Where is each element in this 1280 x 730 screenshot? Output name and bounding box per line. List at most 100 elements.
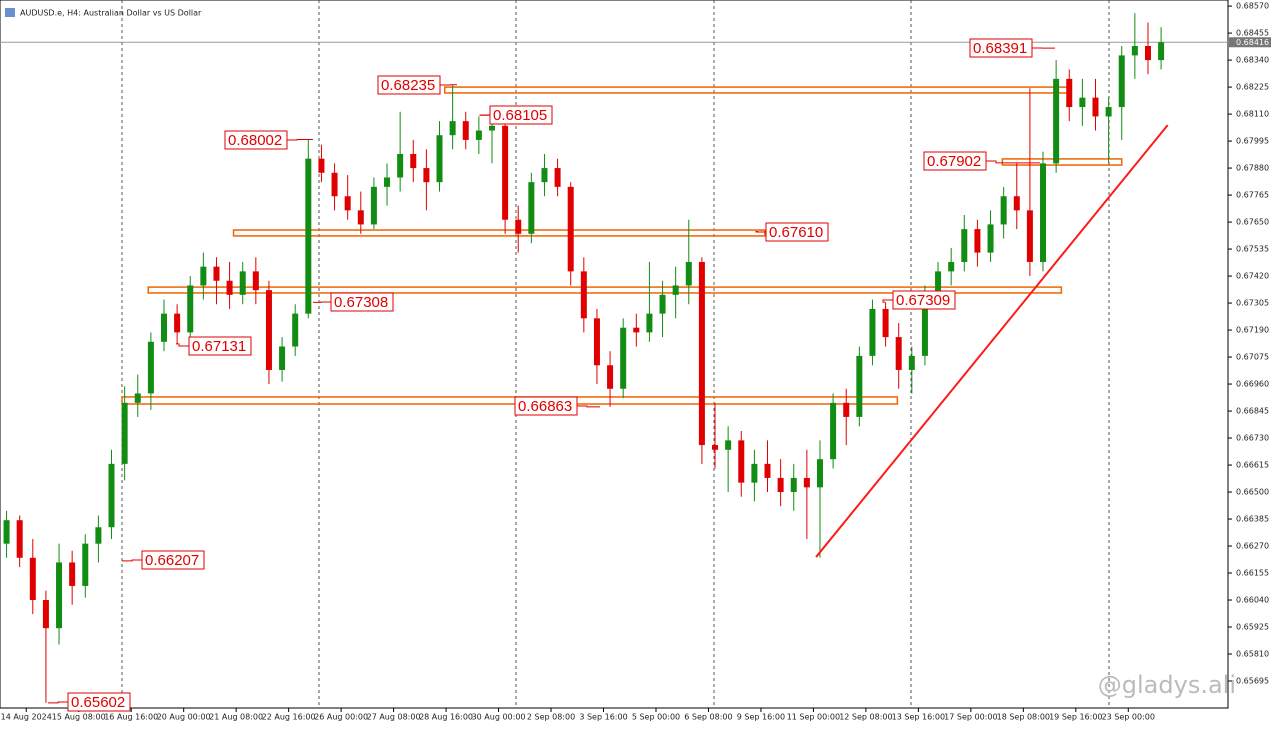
candle-body [751,464,757,483]
candle-body [673,285,679,294]
candle-body [332,173,338,196]
candle-body [594,318,600,365]
candle-body [1027,210,1033,262]
annotation-label: 0.68002 [228,132,282,149]
candle-body [1079,98,1085,107]
y-tick-label: 0.67420 [1236,272,1269,281]
candle-body [555,168,561,187]
candle-body [515,220,521,234]
candle-body [69,562,75,585]
candle-body [896,337,902,370]
candle-body [109,464,115,527]
x-tick-label: 5 Sep 00:00 [632,713,680,722]
candle-body [725,440,731,449]
candle-body [568,187,574,272]
candle-body [30,558,36,600]
candle-body [528,182,534,234]
x-tick-label: 27 Aug 08:00 [367,713,421,722]
candle-body [371,187,377,225]
annotation-label: 0.67610 [769,224,823,241]
annotation-label: 0.68105 [493,107,547,124]
x-tick-label: 17 Sep 00:00 [944,713,997,722]
candle-body [135,393,141,402]
y-tick-label: 0.67880 [1236,164,1269,173]
y-tick-label: 0.66615 [1236,461,1269,470]
x-tick-label: 26 Aug 00:00 [314,713,368,722]
candle-body [82,544,88,586]
y-tick-label: 0.68570 [1236,2,1269,11]
annotation-label: 0.66207 [145,552,199,569]
y-tick-label: 0.68225 [1236,83,1269,92]
candle-body [909,356,915,370]
annotation-label: 0.67309 [896,292,950,309]
x-tick-label: 19 Sep 16:00 [1049,713,1102,722]
candle-body [476,131,482,140]
candle-body [541,168,547,182]
x-tick-label: 21 Aug 08:00 [209,713,263,722]
x-tick-label: 15 Aug 08:00 [52,713,106,722]
candle-body [410,154,416,168]
x-tick-label: 13 Sep 16:00 [892,713,945,722]
candle-body [712,445,718,450]
candle-body [660,295,666,314]
y-tick-label: 0.66730 [1236,434,1269,443]
candle-body [266,290,272,370]
y-tick-label: 0.66845 [1236,407,1269,416]
candle-body [765,464,771,478]
candle-body [974,229,980,252]
y-tick-label: 0.65810 [1236,650,1269,659]
annotation-label: 0.68391 [973,40,1027,57]
y-tick-label: 0.67650 [1236,218,1269,227]
symbol-icon [5,8,15,17]
y-tick-label: 0.67305 [1236,299,1269,308]
candle-body [738,440,744,482]
candle-body [423,168,429,182]
candle-body [988,224,994,252]
candle-body [1106,107,1112,116]
x-tick-label: 12 Sep 08:00 [839,713,892,722]
candle-body [633,328,639,333]
candle-body [1119,55,1125,107]
annotation-connector [287,139,313,140]
candle-body [646,314,652,333]
annotation-label: 0.67131 [192,338,246,355]
x-tick-label: 22 Aug 16:00 [262,713,316,722]
y-tick-label: 0.65695 [1236,677,1269,686]
candle-body [305,159,311,314]
candle-body [830,403,836,459]
candle-body [1066,79,1072,107]
x-tick-label: 30 Aug 00:00 [472,713,526,722]
candle-body [358,210,364,224]
y-tick-label: 0.67075 [1236,353,1269,362]
candle-body [397,154,403,177]
annotation-label: 0.68235 [381,77,435,94]
annotation-label: 0.65602 [71,694,125,711]
candle-body [450,121,456,135]
candle-body [1158,42,1164,60]
candle-body [95,527,101,543]
y-tick-label: 0.68110 [1236,110,1269,119]
x-tick-label: 14 Aug 2024 [1,713,52,722]
candle-body [1092,98,1098,117]
x-tick-label: 2 Sep 08:00 [527,713,575,722]
candle-body [804,478,810,487]
candle-body [778,478,784,492]
candle-body [345,196,351,210]
x-tick-label: 20 Aug 00:00 [157,713,211,722]
candle-body [318,159,324,173]
candle-body [122,403,128,464]
candle-body [1001,196,1007,224]
y-tick-label: 0.65925 [1236,623,1269,632]
candle-body [1145,46,1151,60]
y-tick-label: 0.68340 [1236,56,1269,65]
y-tick-label: 0.66960 [1236,380,1269,389]
annotation-label: 0.67308 [334,294,388,311]
y-tick-label: 0.66155 [1236,569,1269,578]
candle-body [17,520,23,558]
candle-body [200,267,206,286]
candle-body [1132,46,1138,55]
candle-body [961,229,967,262]
x-tick-label: 16 Aug 16:00 [104,713,158,722]
